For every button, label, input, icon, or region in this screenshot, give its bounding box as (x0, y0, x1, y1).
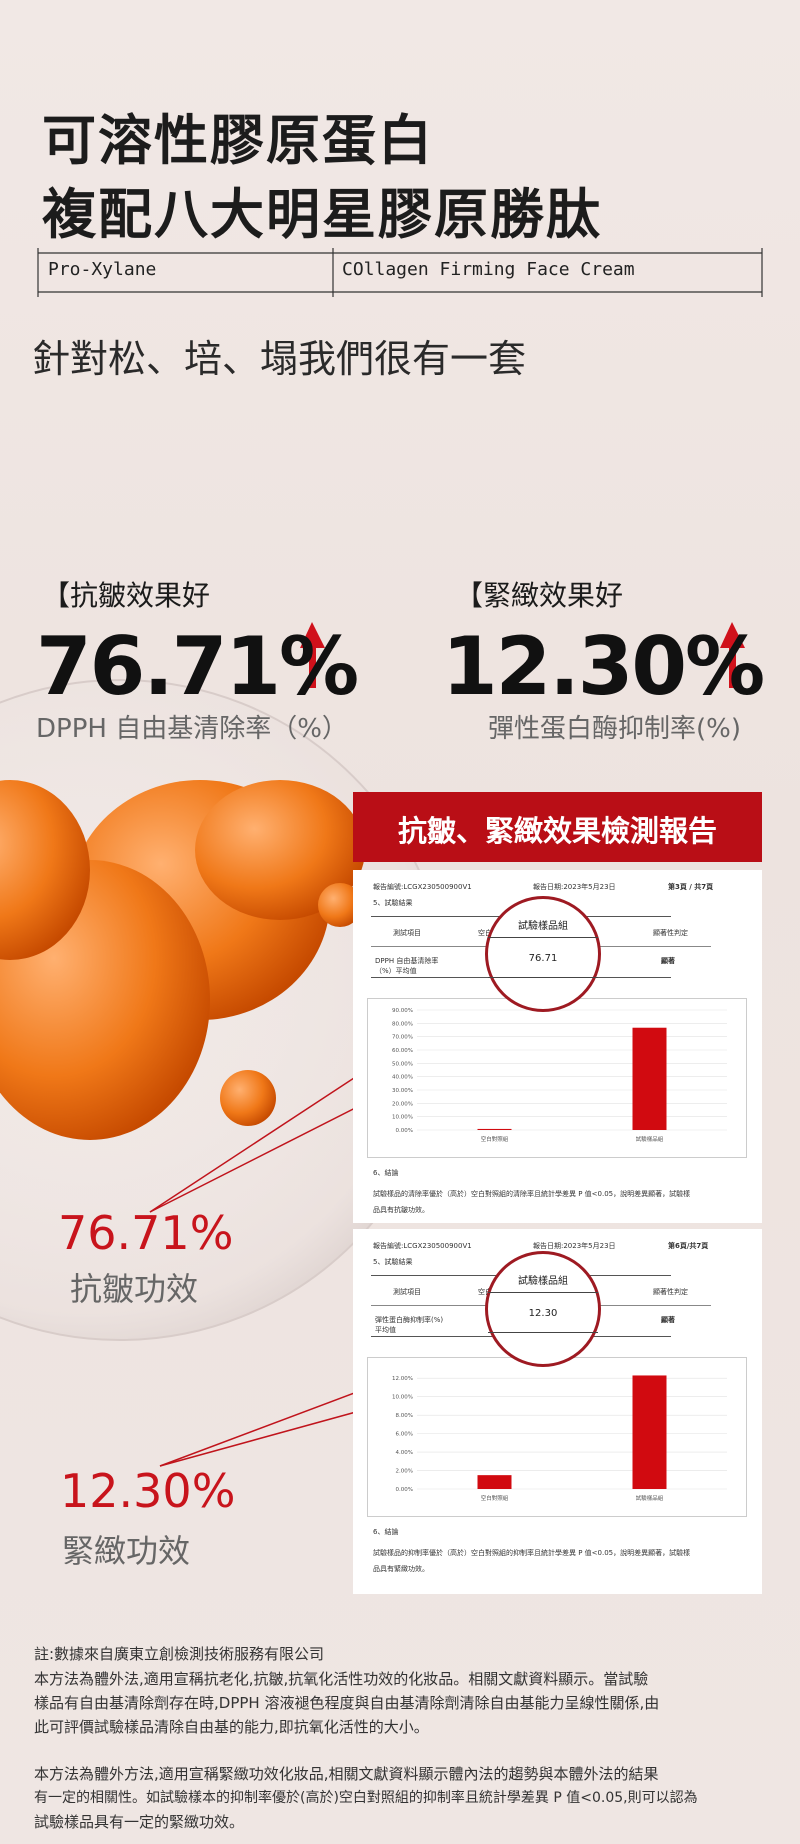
report-page: 報告編號:LCGX230500900V1 報告日期:2023年5月23日 第6頁/共… (353, 1229, 762, 1594)
section-heading: 5、試驗結果 (373, 899, 413, 907)
stat-value: 76.71% (36, 620, 359, 713)
bar (632, 1027, 667, 1130)
table-header: 顯著性判定 (653, 1288, 688, 1296)
x-tick-label: 試驗樣品組 (636, 1135, 664, 1143)
note-line: 試驗樣品具有一定的緊緻功效。 (34, 1813, 245, 1831)
conclusion-text: 試驗樣品的抑制率優於（高於）空白對照組的抑制率且統計學差異 P 值<0.05，說… (373, 1549, 691, 1573)
bar (632, 1375, 667, 1489)
table-cell: DPPH 自由基清除率（%）平均值 (375, 957, 439, 975)
report-page: 報告編號:LCGX230500900V1 報告日期:2023年5月23日 第3頁 /… (353, 870, 762, 1223)
y-tick-label: 90.00% (392, 1008, 413, 1014)
y-tick-label: 30.00% (392, 1088, 413, 1094)
stat-label: 【緊緻效果好 (455, 579, 624, 612)
chart: 0.00% 10.00% 20.00% 30.00% 40.00% 50.00% 60.00… (367, 998, 747, 1158)
title-line: 可溶性膠原蛋白 (42, 109, 434, 172)
table-cell: 彈性蛋白酶抑制率(%)平均值 (375, 1316, 444, 1334)
callout-label: 緊緻功效 (62, 1532, 191, 1570)
y-tick-label: 12.00% (392, 1376, 413, 1382)
x-tick-label: 空白對照組 (481, 1135, 509, 1143)
x-tick-label: 試驗樣品組 (636, 1494, 664, 1502)
y-tick-label: 60.00% (392, 1048, 413, 1054)
callout-label: 抗皺功效 (70, 1270, 199, 1308)
y-tick-label: 70.00% (392, 1035, 413, 1041)
note-line: 註:數據來自廣東立創檢測技術服務有限公司 (34, 1645, 325, 1663)
report-title: 抗皺、緊緻效果檢測報告 (397, 814, 717, 848)
conclusion-heading: 6、結論 (373, 1169, 399, 1177)
note-line: 本方法為體外方法,適用宣稱緊緻功效化妝品,相關文獻資料顯示體內法的趨勢與本體外法… (34, 1765, 659, 1783)
report-date: 報告日期:2023年5月23日 (533, 1242, 616, 1250)
title-line: 複配八大明星膠原勝肽 (42, 183, 602, 246)
magnifier-rule (488, 1292, 598, 1293)
callout-value: 76.71% (58, 1206, 234, 1260)
conclusion-heading: 6、結論 (373, 1528, 399, 1536)
chart-frame (367, 998, 747, 1158)
callout-value: 12.30% (60, 1464, 236, 1518)
tag: Pro-Xylane (48, 259, 157, 280)
magnifier-rule (488, 937, 598, 938)
y-tick-label: 2.00% (396, 1469, 413, 1475)
note-line: 本方法為體外法,適用宣稱抗老化,抗皺,抗氧化活性功效的化妝品。相關文獻資料顯示。… (34, 1670, 649, 1688)
bar (477, 1475, 512, 1489)
magnifier-value: 76.71 (528, 953, 558, 964)
tag: COllagen Firming Face Cream (342, 259, 635, 280)
report-page-number: 第3頁 / 共7頁 (668, 883, 714, 891)
report-date: 報告日期:2023年5月23日 (533, 883, 616, 891)
bar (477, 1128, 512, 1130)
conclusion-text: 試驗樣品的清除率優於（高於）空白對照組的清除率且統計學差異 P 值<0.05，說… (373, 1190, 691, 1214)
table-header: 測試項目 (393, 1288, 421, 1296)
y-tick-label: 10.00% (392, 1115, 413, 1121)
report-code: 報告編號:LCGX230500900V1 (373, 1242, 472, 1250)
magnifier-value: 12.30 (528, 1308, 558, 1319)
y-tick-label: 0.00% (396, 1128, 413, 1134)
magnifier: 試驗樣品組 76.71 (485, 896, 601, 1012)
table-header: 測試項目 (393, 929, 421, 937)
y-tick-label: 8.00% (396, 1413, 413, 1419)
report-page-number: 第6頁/共7頁 (668, 1242, 709, 1250)
stat-desc: DPPH 自由基清除率（%） (36, 714, 348, 744)
chart: 0.00% 2.00% 4.00% 6.00% 8.00% 10.00% 12.00% 空白對… (367, 1357, 747, 1517)
note-line: 此可評價試驗樣品清除自由基的能力,即抗氧化活性的大小。 (34, 1718, 429, 1736)
y-tick-label: 0.00% (396, 1487, 413, 1493)
magnifier-header: 試驗樣品組 (518, 1276, 568, 1287)
subtitle: 針對松、培、塌我們很有一套 (32, 337, 527, 381)
table-cell: 顯著 (661, 957, 675, 965)
x-tick-label: 空白對照組 (481, 1494, 509, 1502)
magnifier: 試驗樣品組 12.30 (485, 1251, 601, 1367)
y-tick-label: 20.00% (392, 1101, 413, 1107)
note-line: 有一定的相關性。如試驗樣本的抑制率優於(高於)空白對照組的抑制率且統計學差異 P… (34, 1790, 698, 1806)
report-code: 報告編號:LCGX230500900V1 (373, 883, 472, 891)
y-tick-label: 6.00% (396, 1432, 413, 1438)
chart-frame (367, 1357, 747, 1517)
table-header: 顯著性判定 (653, 929, 688, 937)
y-tick-label: 10.00% (392, 1395, 413, 1401)
table-cell: 顯著 (661, 1316, 675, 1324)
y-tick-label: 4.00% (396, 1450, 413, 1456)
y-tick-label: 50.00% (392, 1061, 413, 1067)
stat-label: 【抗皺效果好 (42, 579, 211, 612)
y-tick-label: 80.00% (392, 1021, 413, 1027)
stat-value: 12.30% (442, 620, 765, 713)
note-line: 樣品有自由基清除劑存在時,DPPH 溶液褪色程度與自由基清除劑清除自由基能力呈線… (34, 1694, 660, 1712)
magnifier-header: 試驗樣品組 (518, 921, 568, 932)
section-heading: 5、試驗結果 (373, 1258, 413, 1266)
magnifier-rule (488, 1332, 598, 1333)
stat-desc: 彈性蛋白酶抑制率(%) (488, 714, 741, 744)
y-tick-label: 40.00% (392, 1075, 413, 1081)
magnifier-rule (488, 977, 598, 978)
